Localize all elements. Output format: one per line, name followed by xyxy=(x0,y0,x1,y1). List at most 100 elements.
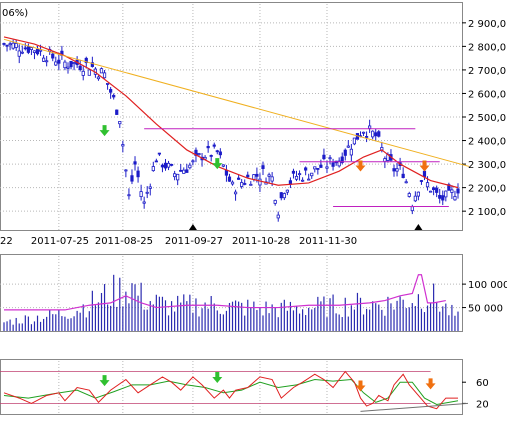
price-candle-body xyxy=(361,131,366,134)
price-candle-body xyxy=(148,186,152,189)
price-candle-body xyxy=(26,46,30,53)
price-candle-body xyxy=(325,166,329,169)
price-y-tick-label: 2 500,0 xyxy=(468,113,506,124)
price-candle-body xyxy=(438,194,442,199)
price-candle-body xyxy=(273,199,277,204)
price-candle-body xyxy=(346,145,350,148)
resistance-trend-line xyxy=(3,38,470,167)
price-candle-body xyxy=(206,145,210,149)
price-candle-body xyxy=(197,153,201,155)
price-candle-body xyxy=(51,53,55,59)
price-candle-body xyxy=(115,109,119,115)
price-candle-body xyxy=(191,160,195,163)
price-candle-body xyxy=(301,179,305,182)
price-candle-body xyxy=(416,191,420,197)
price-candle-body xyxy=(331,162,335,167)
price-candle-body xyxy=(218,151,222,156)
price-candle-body xyxy=(176,173,180,181)
price-candle-body xyxy=(352,137,357,145)
x-tick-label: 22 xyxy=(0,236,13,247)
price-candle-body xyxy=(169,163,174,166)
price-candle-body xyxy=(276,214,280,219)
oscillator-signal-line xyxy=(3,379,459,405)
price-candle-body xyxy=(297,173,302,176)
price-candle-body xyxy=(237,177,241,180)
price-candle-body xyxy=(456,188,460,194)
price-candle-body xyxy=(99,68,104,74)
price-candle-body xyxy=(87,69,91,76)
price-candle-body xyxy=(166,162,171,168)
green-arrow-down-icon xyxy=(99,375,110,387)
oscillator-trend-line xyxy=(360,402,469,412)
price-candle-body xyxy=(428,190,433,193)
price-candle-body xyxy=(224,169,229,176)
price-candle-body xyxy=(240,182,244,187)
price-candle-body xyxy=(130,175,134,182)
price-candle-body xyxy=(249,183,253,186)
price-candle-body xyxy=(203,156,207,160)
price-candle-body xyxy=(124,169,128,172)
price-candle-body xyxy=(11,42,15,49)
price-candle-body xyxy=(182,169,186,174)
price-candle-body xyxy=(157,152,161,155)
oscillator-main-line xyxy=(3,370,458,410)
x-tick-label: 2011-09-27 xyxy=(165,236,223,247)
price-candle-body xyxy=(304,167,308,171)
price-candle-body xyxy=(227,176,232,182)
price-candle-body xyxy=(432,187,436,191)
price-candle-body xyxy=(8,43,12,46)
price-y-tick-label: 2 400,0 xyxy=(468,137,506,148)
volume-panel-frame xyxy=(0,254,463,332)
price-candle-body xyxy=(310,172,314,177)
price-candle-body xyxy=(282,193,286,199)
price-candle-body xyxy=(173,173,177,178)
price-candle-body xyxy=(84,57,88,64)
price-candle-body xyxy=(20,51,24,54)
price-candle-body xyxy=(5,44,9,47)
price-candle-body xyxy=(69,60,73,68)
oscillator-y-tick-label: 60 xyxy=(476,378,489,389)
orange-arrow-down-icon xyxy=(419,160,430,172)
price-y-tick-label: 2 700,0 xyxy=(468,66,506,77)
price-candle-body xyxy=(243,183,247,185)
price-candle-body xyxy=(160,164,165,168)
volume-y-tick-label: 50 000 xyxy=(468,304,503,315)
price-candle-body xyxy=(102,72,107,79)
price-candle-body xyxy=(163,162,168,169)
price-candle-body xyxy=(364,136,369,138)
price-candle-body xyxy=(142,201,146,204)
price-candle-body xyxy=(404,181,408,184)
price-candle-body xyxy=(188,164,192,169)
price-candle-body xyxy=(279,192,283,199)
price-candle-body xyxy=(337,160,341,167)
price-candle-body xyxy=(316,168,320,170)
price-candle-body xyxy=(81,70,85,76)
price-candle-body xyxy=(450,189,454,193)
price-candle-body xyxy=(319,164,323,168)
price-y-tick-label: 2 600,0 xyxy=(468,89,506,100)
oscillator-panel-frame xyxy=(0,359,463,415)
price-candle-body xyxy=(419,180,424,182)
price-candle-body xyxy=(340,156,344,163)
price-candle-body xyxy=(377,131,381,137)
price-candle-body xyxy=(368,125,372,129)
price-candle-body xyxy=(23,47,27,50)
x-tick-label: 2011-08-25 xyxy=(95,236,153,247)
price-candle-body xyxy=(127,194,131,197)
price-candle-body xyxy=(179,169,183,172)
price-candle-body xyxy=(32,50,37,53)
price-candle-body xyxy=(294,175,299,180)
price-candle-body xyxy=(90,62,94,67)
price-candle-body xyxy=(133,161,137,165)
price-candle-body xyxy=(212,144,216,147)
price-candle-body xyxy=(258,178,262,186)
x-tick-label: 2011-07-25 xyxy=(31,236,89,247)
price-candle-body xyxy=(66,66,70,69)
oscillator-y-tick-label: 20 xyxy=(476,399,489,410)
price-candle-body xyxy=(139,191,143,198)
price-candle-body xyxy=(151,166,155,172)
price-candle-body xyxy=(267,174,271,177)
orange-arrow-down-icon xyxy=(425,378,436,390)
price-candle-body xyxy=(121,144,125,147)
